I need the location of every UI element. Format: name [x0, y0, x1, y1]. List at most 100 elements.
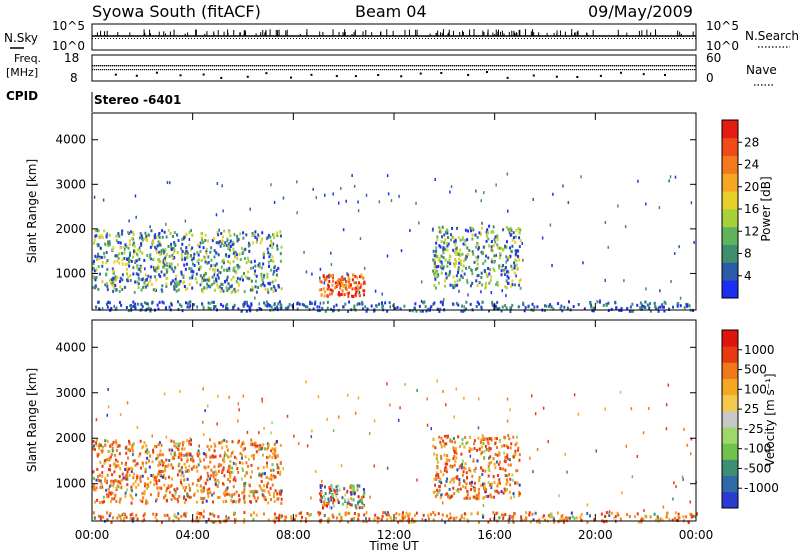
- scatter-cell: [215, 472, 218, 476]
- scatter-cell: [344, 277, 346, 281]
- nave-dot: [652, 69, 654, 71]
- scatter-cell: [488, 461, 491, 465]
- nave-dot: [570, 69, 572, 71]
- scatter-cell: [238, 461, 241, 465]
- scatter-cell: [238, 500, 241, 504]
- scatter-cell: [590, 303, 593, 307]
- scatter-cell: [132, 266, 135, 270]
- scatter-cell: [146, 451, 149, 455]
- freq-dot: [440, 65, 442, 67]
- scatter-cell: [339, 278, 342, 282]
- scatter-cell: [213, 465, 216, 469]
- scatter-cell: [121, 478, 124, 482]
- scatter-cell: [182, 474, 185, 478]
- noise-search-dot: [509, 38, 510, 39]
- scatter-cell: [180, 253, 183, 257]
- noise-search-dot: [359, 38, 360, 39]
- scatter-cell: [242, 272, 245, 276]
- scatter-cell: [432, 227, 434, 231]
- scatter-cell: [188, 267, 191, 271]
- scatter-cell: [353, 281, 356, 285]
- scatter-cell: [251, 233, 254, 237]
- scatter-cell: [238, 498, 241, 502]
- scatter-cell: [605, 303, 608, 307]
- scatter-cell: [462, 237, 465, 241]
- scatter-cell: [170, 452, 173, 456]
- nave-dot: [336, 69, 338, 71]
- scatter-cell: [388, 301, 391, 305]
- freq-dot: [242, 65, 244, 67]
- scatter-cell: [306, 305, 309, 309]
- scatter-cell: [498, 451, 501, 455]
- scatter-cell: [347, 279, 350, 283]
- scatter-cell: [233, 492, 236, 496]
- scatter-cell: [636, 512, 639, 516]
- scatter-cell: [238, 408, 240, 412]
- scatter-cell: [176, 487, 179, 491]
- scatter-cell: [111, 473, 114, 477]
- scatter-cell: [128, 243, 131, 247]
- freq-dot: [672, 65, 674, 67]
- scatter-cell: [196, 452, 199, 456]
- scatter-cell: [365, 193, 368, 197]
- scatter-cell: [107, 240, 110, 244]
- scatter-cell: [276, 234, 279, 238]
- scatter-cell: [591, 309, 594, 313]
- scatter-cell: [231, 493, 234, 497]
- beam-title: Beam 04: [355, 2, 427, 21]
- scatter-cell: [95, 486, 98, 490]
- scatter-cell: [268, 264, 271, 268]
- noise-search-dot: [602, 38, 603, 39]
- scatter-cell: [310, 301, 313, 305]
- scatter-cell: [500, 444, 503, 448]
- scatter-cell: [268, 255, 271, 259]
- scatter-cell: [279, 230, 282, 234]
- freq-dot: [264, 65, 266, 67]
- nave-dot: [446, 69, 448, 71]
- scatter-cell: [657, 309, 660, 313]
- noise-search-dot: [386, 38, 387, 39]
- scatter-cell: [170, 245, 173, 249]
- scatter-cell: [124, 463, 127, 467]
- scatter-cell: [493, 254, 496, 258]
- freq-left-tick-top: 18: [64, 51, 79, 65]
- scatter-cell: [200, 237, 203, 241]
- freq-dot: [128, 65, 130, 67]
- scatter-cell: [276, 231, 279, 235]
- scatter-cell: [194, 277, 197, 281]
- scatter-cell: [249, 475, 252, 479]
- scatter-cell: [473, 442, 476, 446]
- scatter-cell: [173, 514, 176, 518]
- scatter-cell: [163, 392, 166, 396]
- scatter-cell: [273, 266, 276, 270]
- scatter-cell: [258, 473, 261, 477]
- scatter-cell: [567, 516, 570, 520]
- scatter-cell: [136, 475, 139, 479]
- scatter-cell: [110, 282, 113, 286]
- scatter-cell: [105, 481, 108, 485]
- scatter-cell: [230, 499, 233, 503]
- scatter-cell: [110, 306, 113, 310]
- scatter-cell: [248, 243, 251, 247]
- scatter-cell: [256, 490, 259, 494]
- scatter-cell: [433, 272, 436, 276]
- scatter-cell: [115, 486, 118, 490]
- scatter-cell: [218, 469, 221, 473]
- nave-dot: [678, 69, 680, 71]
- scatter-cell: [142, 514, 145, 518]
- scatter-cell: [210, 468, 213, 472]
- scatter-cell: [435, 241, 438, 245]
- nave-dot: [564, 69, 566, 71]
- scatter-cell: [252, 457, 255, 461]
- scatter-cell: [158, 242, 161, 246]
- freq-dot: [484, 65, 486, 67]
- freq-dot: [170, 65, 172, 67]
- scatter-cell: [462, 484, 465, 488]
- scatter-cell: [438, 484, 441, 488]
- y-tick-label: 4000: [55, 340, 86, 354]
- scatter-cell: [443, 468, 446, 472]
- scatter-cell: [342, 228, 345, 232]
- scatter-cell: [376, 516, 379, 520]
- scatter-cell: [445, 276, 448, 280]
- scatter-cell: [229, 454, 232, 458]
